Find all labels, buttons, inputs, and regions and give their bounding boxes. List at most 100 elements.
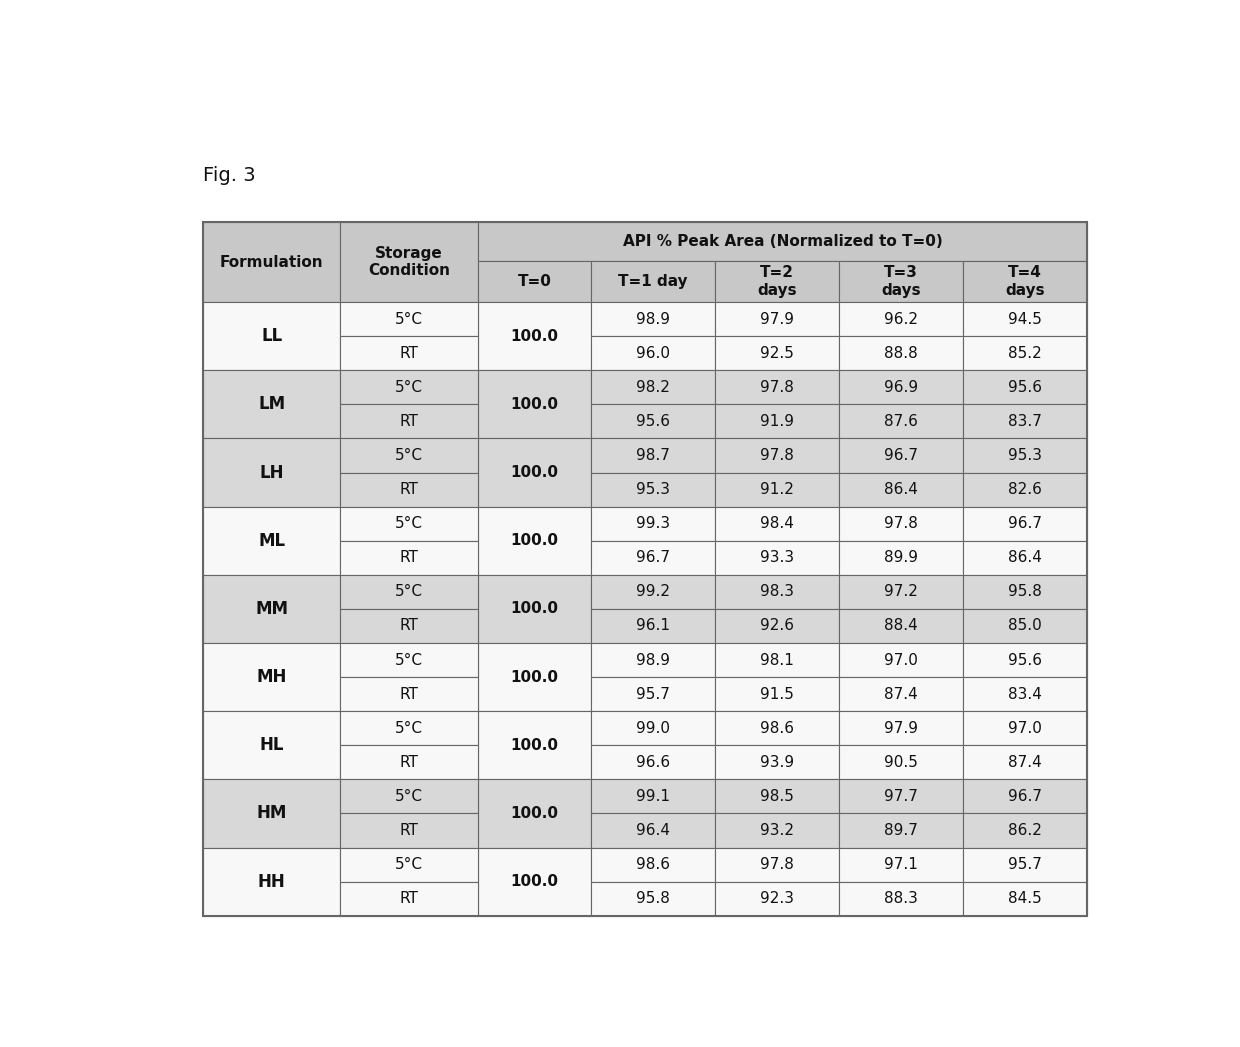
- Bar: [340, 882, 477, 916]
- Text: HM: HM: [257, 804, 286, 823]
- Text: 99.3: 99.3: [636, 516, 670, 531]
- Bar: [340, 507, 477, 540]
- Bar: [591, 745, 715, 779]
- Text: 94.5: 94.5: [1008, 312, 1042, 327]
- Bar: [477, 507, 591, 575]
- Bar: [715, 575, 839, 609]
- Bar: [715, 711, 839, 745]
- Bar: [591, 371, 715, 404]
- Text: RT: RT: [399, 687, 418, 701]
- Bar: [715, 472, 839, 507]
- Text: 88.3: 88.3: [884, 891, 918, 906]
- Text: 95.8: 95.8: [636, 891, 670, 906]
- Text: 95.7: 95.7: [636, 687, 670, 701]
- Text: HH: HH: [258, 872, 285, 891]
- Bar: [591, 882, 715, 916]
- Bar: [839, 882, 963, 916]
- Bar: [715, 336, 839, 371]
- Text: 91.9: 91.9: [760, 414, 794, 429]
- Text: 98.1: 98.1: [760, 652, 794, 668]
- Text: 86.4: 86.4: [884, 482, 918, 497]
- Text: 5°C: 5°C: [396, 720, 423, 736]
- Text: 100.0: 100.0: [511, 874, 558, 889]
- Text: 96.6: 96.6: [636, 755, 670, 770]
- Bar: [340, 779, 477, 814]
- Text: 96.7: 96.7: [884, 448, 918, 463]
- Text: 97.0: 97.0: [1008, 720, 1042, 736]
- Text: 96.1: 96.1: [636, 619, 670, 633]
- Text: 93.2: 93.2: [760, 823, 794, 838]
- Text: 98.5: 98.5: [760, 788, 794, 804]
- Text: T=1 day: T=1 day: [619, 274, 688, 289]
- Bar: [963, 814, 1087, 847]
- Text: 97.8: 97.8: [760, 448, 794, 463]
- Bar: [477, 575, 591, 643]
- Text: 91.5: 91.5: [760, 687, 794, 701]
- Text: 98.4: 98.4: [760, 516, 794, 531]
- Text: 97.8: 97.8: [760, 857, 794, 872]
- Text: RT: RT: [399, 891, 418, 906]
- Bar: [340, 303, 477, 336]
- Bar: [340, 575, 477, 609]
- Bar: [715, 609, 839, 643]
- Bar: [340, 540, 477, 575]
- Text: 5°C: 5°C: [396, 312, 423, 327]
- Text: 97.0: 97.0: [884, 652, 918, 668]
- Bar: [839, 575, 963, 609]
- Bar: [591, 677, 715, 711]
- Text: 89.9: 89.9: [884, 551, 918, 565]
- Text: 88.4: 88.4: [884, 619, 918, 633]
- Text: 95.3: 95.3: [1008, 448, 1042, 463]
- Bar: [963, 303, 1087, 336]
- Bar: [477, 303, 591, 371]
- Bar: [839, 643, 963, 677]
- Bar: [477, 371, 591, 439]
- Bar: [963, 371, 1087, 404]
- Bar: [591, 847, 715, 882]
- Text: HL: HL: [259, 736, 284, 754]
- Bar: [340, 404, 477, 439]
- Text: 97.9: 97.9: [760, 312, 794, 327]
- Text: 98.7: 98.7: [636, 448, 670, 463]
- Text: 99.0: 99.0: [636, 720, 670, 736]
- Text: 85.0: 85.0: [1008, 619, 1042, 633]
- Bar: [591, 261, 715, 303]
- Text: 96.4: 96.4: [636, 823, 670, 838]
- Text: RT: RT: [399, 823, 418, 838]
- Bar: [477, 643, 591, 711]
- Bar: [203, 847, 340, 916]
- Text: 96.2: 96.2: [884, 312, 918, 327]
- Text: LM: LM: [258, 396, 285, 414]
- Bar: [839, 336, 963, 371]
- Text: 98.3: 98.3: [760, 584, 794, 599]
- Bar: [591, 404, 715, 439]
- Text: T=4
days: T=4 days: [1006, 265, 1045, 297]
- Bar: [839, 847, 963, 882]
- Text: 98.2: 98.2: [636, 380, 670, 395]
- Bar: [839, 711, 963, 745]
- Text: 100.0: 100.0: [511, 806, 558, 821]
- Bar: [340, 814, 477, 847]
- Text: 5°C: 5°C: [396, 652, 423, 668]
- Text: 83.7: 83.7: [1008, 414, 1042, 429]
- Bar: [591, 472, 715, 507]
- Text: RT: RT: [399, 346, 418, 361]
- Text: 96.7: 96.7: [1008, 788, 1042, 804]
- Text: API % Peak Area (Normalized to T=0): API % Peak Area (Normalized to T=0): [622, 235, 942, 249]
- Bar: [340, 677, 477, 711]
- Bar: [715, 847, 839, 882]
- Bar: [839, 745, 963, 779]
- Bar: [203, 371, 340, 439]
- Bar: [340, 439, 477, 472]
- Text: 97.2: 97.2: [884, 584, 918, 599]
- Text: 95.3: 95.3: [636, 482, 670, 497]
- Text: 5°C: 5°C: [396, 857, 423, 872]
- Bar: [477, 261, 591, 303]
- Bar: [591, 439, 715, 472]
- Bar: [715, 814, 839, 847]
- Text: 5°C: 5°C: [396, 448, 423, 463]
- Bar: [963, 336, 1087, 371]
- Text: RT: RT: [399, 482, 418, 497]
- Text: 87.6: 87.6: [884, 414, 918, 429]
- Text: Fig. 3: Fig. 3: [203, 166, 255, 185]
